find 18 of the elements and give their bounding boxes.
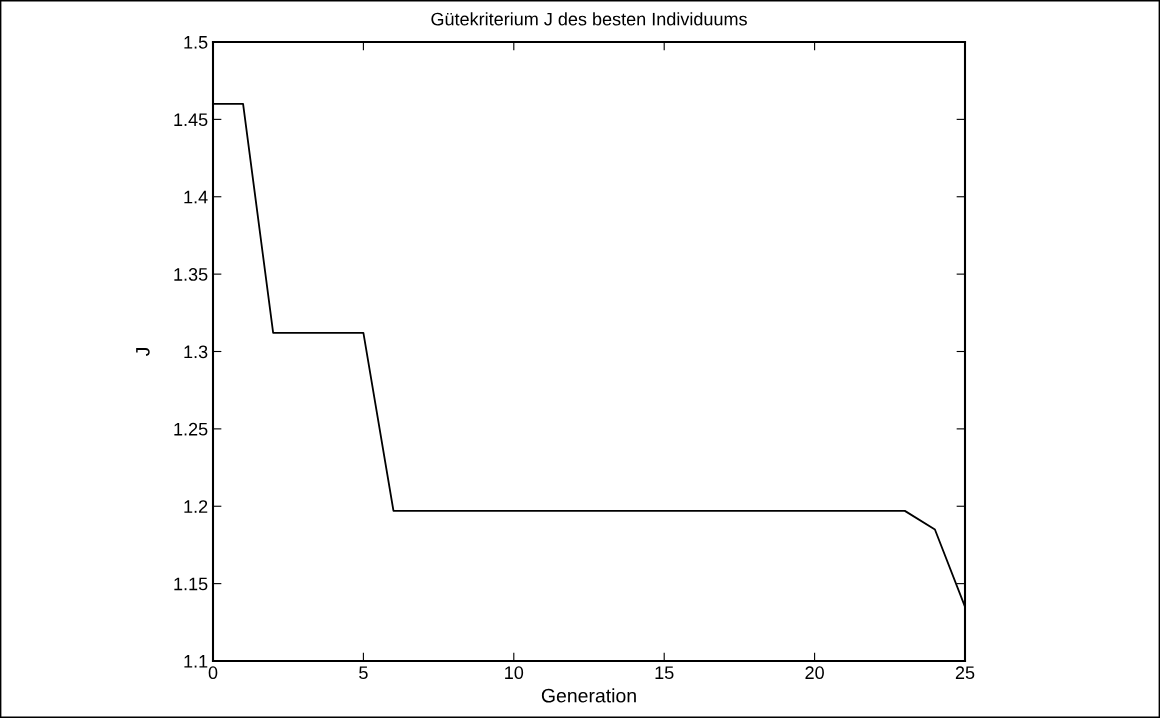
- x-axis-title: Generation: [541, 688, 636, 703]
- y-tick-label: 1.25: [174, 422, 208, 436]
- x-tick-label: 5: [359, 666, 368, 680]
- y-tick-label: 1.1: [184, 655, 208, 668]
- y-tick-label: 1.2: [184, 500, 208, 513]
- y-axis-title: J: [136, 348, 150, 357]
- y-tick-label: 1.5: [184, 36, 208, 49]
- x-tick-label: 20: [805, 666, 824, 680]
- chart-title: Gütekriterium J des besten Individuums: [431, 12, 747, 26]
- x-tick-label: 15: [655, 666, 674, 680]
- y-tick-label: 1.35: [174, 268, 208, 281]
- x-tick-label: 25: [955, 666, 975, 680]
- x-tick-label: 10: [505, 666, 524, 680]
- y-tick-label: 1.45: [174, 113, 208, 127]
- y-tick-label: 1.3: [184, 345, 208, 359]
- y-tick-label: 1.4: [184, 190, 208, 204]
- x-tick-label: 0: [208, 666, 218, 680]
- y-tick-label: 1.15: [174, 577, 208, 591]
